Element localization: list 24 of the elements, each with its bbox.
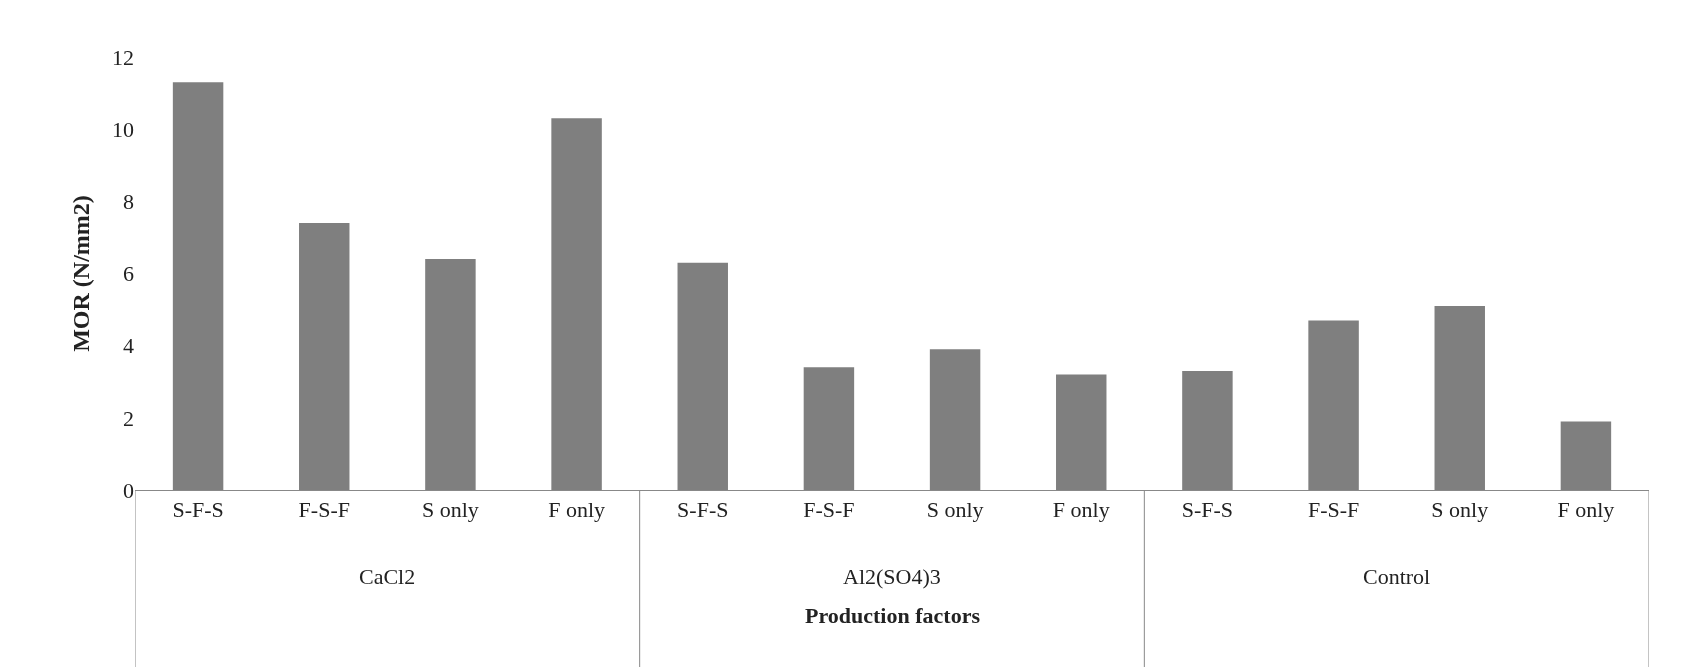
y-tick-label: 2 <box>123 405 134 431</box>
y-tick-label: 4 <box>123 333 134 359</box>
text: CaCl2 <box>359 564 416 589</box>
x-tick-label: S-F-S <box>677 497 729 523</box>
text: Al2(SO4)3 <box>843 564 941 589</box>
y-tick-label: 8 <box>123 189 134 215</box>
x-tick-label: F-S-F <box>1307 497 1360 523</box>
y-tick-label: 12 <box>112 44 134 70</box>
x-tick-label: S-F-S <box>172 497 224 523</box>
x-tick-label: F only <box>548 497 606 523</box>
x-tick-label: S-F-S <box>1181 497 1234 523</box>
x-axis-title: Production factors <box>805 603 981 628</box>
x-tick-label: S only <box>926 497 984 523</box>
x-tick-label: F-S-F <box>298 497 350 523</box>
x-tick-label: F only <box>1557 497 1615 523</box>
x-tick-label: S only <box>421 497 479 523</box>
y-tick-label: 0 <box>123 477 134 503</box>
y-axis-title: MOR (N/mm2) <box>68 195 95 352</box>
x-tick-label: F-S-F <box>803 497 855 523</box>
x-tick-label: F only <box>1052 497 1110 523</box>
y-tick-label: 6 <box>123 261 134 287</box>
text: Control <box>1363 564 1431 589</box>
y-tick-label: 10 <box>112 116 134 142</box>
x-tick-label: S only <box>1431 497 1489 523</box>
